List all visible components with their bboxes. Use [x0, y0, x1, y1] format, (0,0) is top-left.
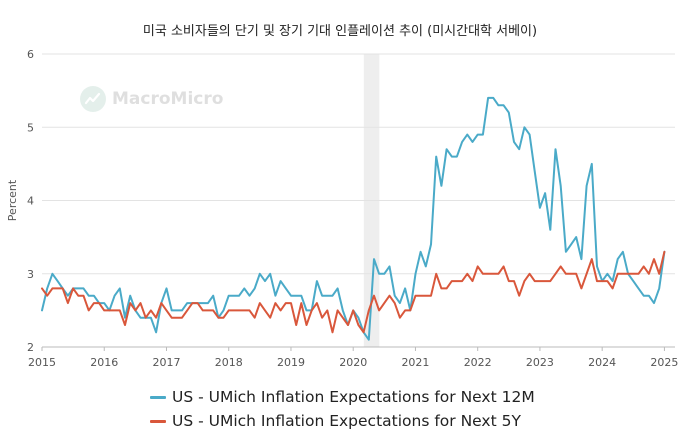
y-tick-label: 4 [27, 195, 34, 208]
legend-swatch-5y [150, 419, 166, 423]
y-tick-label: 2 [27, 341, 34, 354]
series-line-5y [41, 250, 666, 334]
x-tick-label: 2018 [215, 356, 243, 369]
x-tick-label: 2025 [650, 356, 678, 369]
x-tick-label: 2024 [588, 356, 616, 369]
watermark: MacroMicro [80, 86, 223, 112]
macromicro-logo-icon [80, 86, 106, 112]
legend-label-12m: US - UMich Inflation Expectations for Ne… [172, 388, 535, 406]
y-tick-label: 6 [27, 48, 34, 61]
x-tick-label: 2017 [152, 356, 180, 369]
legend-label-5y: US - UMich Inflation Expectations for Ne… [172, 412, 521, 430]
y-tick-label: 3 [27, 268, 34, 281]
y-axis-title: Percent [6, 179, 19, 221]
legend-swatch-12m [150, 395, 166, 399]
x-tick-label: 2021 [401, 356, 429, 369]
x-tick-label: 2022 [464, 356, 492, 369]
x-tick-label: 2020 [339, 356, 367, 369]
legend-item-12m[interactable]: US - UMich Inflation Expectations for Ne… [150, 386, 535, 408]
x-tick-label: 2023 [526, 356, 554, 369]
y-tick-label: 5 [27, 121, 34, 134]
series-line-12m [41, 96, 666, 341]
x-tick-label: 2016 [90, 356, 118, 369]
watermark-text: MacroMicro [112, 89, 224, 109]
x-tick-label: 2019 [277, 356, 305, 369]
x-tick-label: 2015 [28, 356, 56, 369]
chart-legend: US - UMich Inflation Expectations for Ne… [150, 386, 535, 434]
legend-item-5y[interactable]: US - UMich Inflation Expectations for Ne… [150, 410, 535, 432]
chart-title: 미국 소비자들의 단기 및 장기 기대 인플레이션 추이 (미시간대학 서베이) [142, 24, 538, 39]
